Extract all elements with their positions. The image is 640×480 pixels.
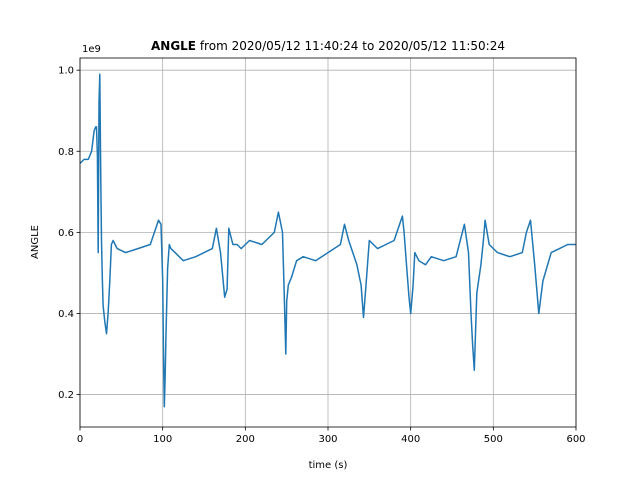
series-group: [79, 73, 576, 408]
y-axis-label: ANGLE: [30, 225, 41, 259]
y-tick-label: 1.0: [58, 66, 74, 77]
x-tick-label: 400: [401, 434, 420, 445]
x-tick-label: 100: [153, 434, 172, 445]
x-tick-label: 300: [318, 434, 337, 445]
chart-title-bold: ANGLE: [151, 39, 196, 53]
angle-series-line: [79, 73, 576, 408]
x-tick-label: 600: [566, 434, 585, 445]
chart-title-rest: from 2020/05/12 11:40:24 to 2020/05/12 1…: [196, 39, 505, 53]
x-axis-label: time (s): [309, 460, 348, 471]
x-axis-ticks: 0 100 200 300 400 500 600: [77, 427, 586, 445]
x-tick-label: 0: [77, 434, 83, 445]
y-tick-label: 0.2: [58, 390, 74, 401]
x-tick-label: 500: [484, 434, 503, 445]
chart-title: ANGLE from 2020/05/12 11:40:24 to 2020/0…: [151, 39, 505, 53]
y-axis-offset-label: 1e9: [82, 44, 101, 55]
y-tick-label: 0.6: [58, 228, 74, 239]
grid-lines: [79, 58, 577, 427]
x-tick-label: 200: [236, 434, 255, 445]
y-axis-ticks: 0.2 0.4 0.6 0.8 1.0: [58, 66, 80, 401]
y-tick-label: 0.4: [58, 309, 74, 320]
y-tick-label: 0.8: [58, 147, 74, 158]
